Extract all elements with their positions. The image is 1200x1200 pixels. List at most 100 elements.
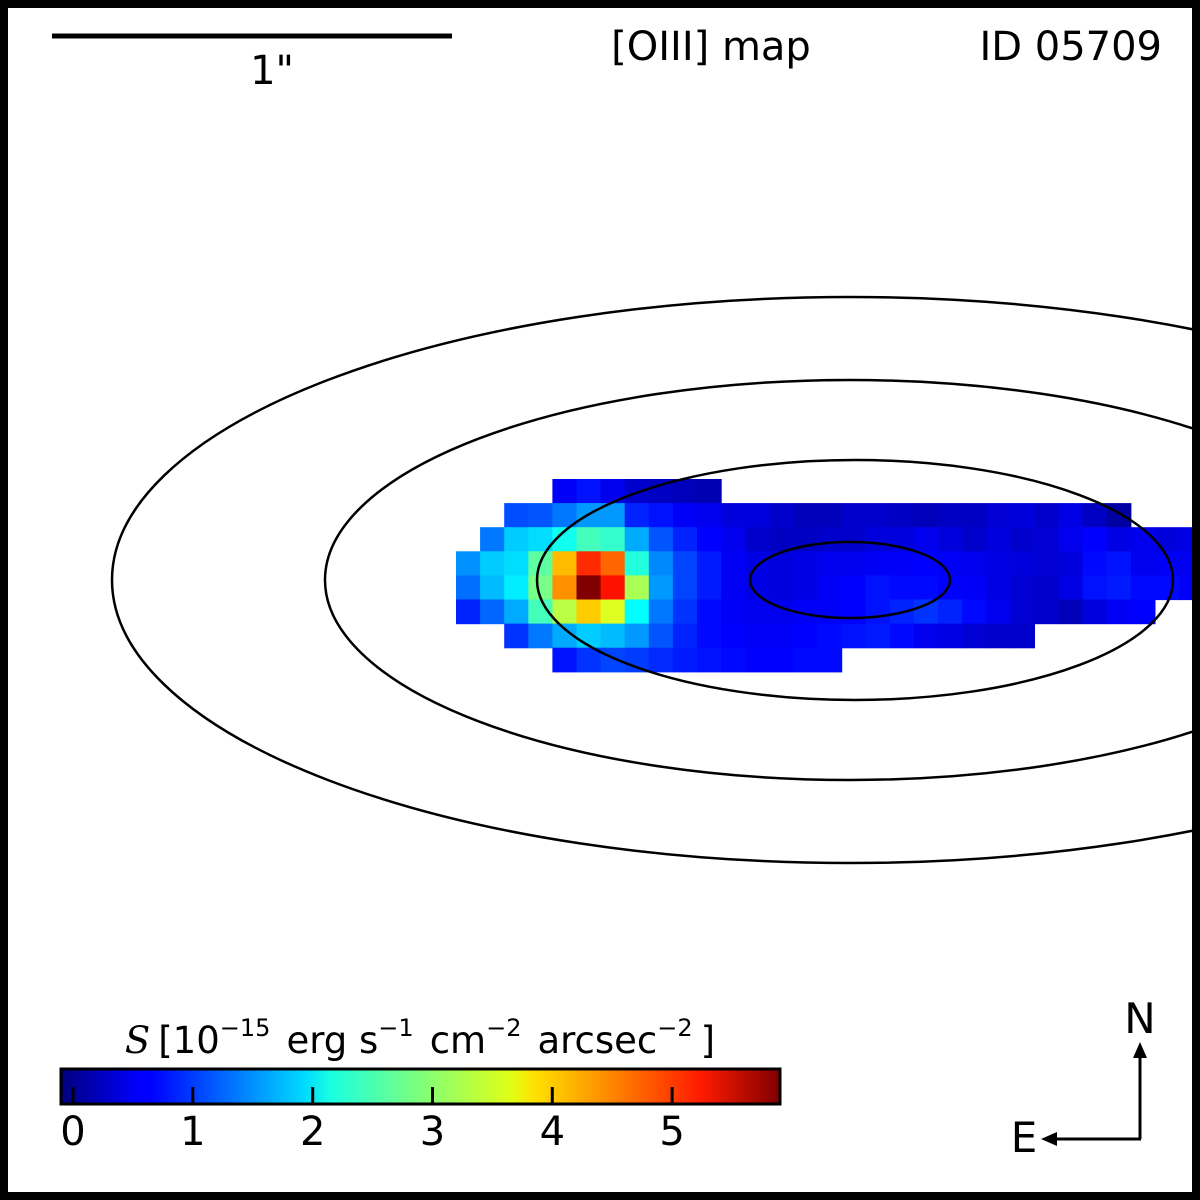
heatmap-cell	[1010, 527, 1035, 552]
heatmap-cell	[504, 503, 529, 528]
heatmap-cell	[672, 599, 698, 625]
heatmap-cell	[721, 575, 746, 601]
heatmap-cell	[456, 575, 481, 601]
heatmap-cell	[576, 551, 602, 576]
heatmap-cell	[576, 647, 602, 673]
colorbar-label-erg: erg s	[286, 1019, 378, 1062]
heatmap-cell	[624, 575, 650, 601]
heatmap-cell	[938, 623, 963, 649]
heatmap-cell	[817, 647, 843, 673]
heatmap-cell	[552, 575, 578, 601]
colorbar-label-close: ]	[701, 1019, 715, 1062]
heatmap-cell	[1034, 503, 1060, 528]
heatmap-cell	[552, 551, 578, 576]
heatmap-cell	[817, 527, 843, 552]
heatmap-cell	[1130, 575, 1156, 601]
heatmap-cell	[1082, 551, 1108, 576]
heatmap-cell	[913, 575, 939, 601]
heatmap-cell	[576, 479, 602, 504]
heatmap-cell	[600, 599, 626, 625]
colorbar-tick-label: 4	[540, 1109, 565, 1155]
heatmap-cell	[1010, 623, 1035, 649]
heatmap-cell	[1034, 551, 1060, 576]
heatmap-cell	[648, 647, 674, 673]
heatmap-cell	[456, 599, 481, 625]
heatmap-cell	[841, 551, 867, 576]
heatmap-cell	[648, 503, 674, 528]
colorbar-tick-label: 1	[180, 1109, 205, 1155]
heatmap-cell	[986, 527, 1011, 552]
heatmap-cell	[648, 623, 674, 649]
heatmap-cell	[624, 551, 650, 576]
heatmap-cell	[913, 503, 939, 528]
compass-north-label: N	[1124, 994, 1155, 1043]
heatmap-cell	[962, 527, 987, 552]
heatmap-cell	[672, 551, 698, 576]
heatmap-cell	[1034, 599, 1060, 625]
heatmap-cell	[962, 623, 987, 649]
heatmap-cell	[697, 527, 722, 552]
heatmap-cell	[504, 575, 529, 601]
heatmap-cell	[986, 623, 1011, 649]
heatmap-cell	[456, 551, 481, 576]
heatmap-cell	[648, 599, 674, 625]
heatmap-cell	[1010, 551, 1035, 576]
heatmap-cell	[697, 551, 722, 576]
oiii-map-plot: 1" [OIII] map ID 05709 S [10−15 erg s−1 cm−…	[52, 24, 1192, 1162]
heatmap-cell	[986, 599, 1011, 625]
heatmap-cell	[1106, 551, 1132, 576]
heatmap-cell	[865, 575, 891, 601]
heatmap-cell	[1058, 503, 1084, 528]
heatmap-cell	[817, 503, 843, 528]
heatmap-cell	[672, 479, 698, 504]
heatmap-cell	[1154, 527, 1180, 552]
heatmap-cell	[1130, 551, 1156, 576]
heatmap-cell	[672, 647, 698, 673]
heatmap-cell	[1179, 527, 1192, 552]
heatmap-cell	[697, 575, 722, 601]
colorbar-tick-label: 2	[300, 1109, 325, 1155]
heatmap-cell	[841, 575, 867, 601]
heatmap-cell	[528, 623, 553, 649]
colorbar-ticks: 0 1 2 3 4 5	[60, 1087, 685, 1155]
compass-north-arrow-icon	[1133, 1042, 1147, 1058]
heatmap-cell	[793, 575, 819, 601]
heatmap-cell	[648, 575, 674, 601]
colorbar-label-arcsec: arcsec	[537, 1019, 657, 1062]
heatmap-cell	[697, 503, 722, 528]
heatmap-cell	[817, 575, 843, 601]
heatmap-cell	[648, 527, 674, 552]
heatmap-cell	[1106, 503, 1132, 528]
heatmap-cell	[1034, 575, 1060, 601]
heatmap-cell	[913, 599, 939, 625]
heatmap-cell	[504, 599, 529, 625]
colorbar-label-exp3: −2	[486, 1014, 521, 1042]
heatmap-cell	[697, 623, 722, 649]
colorbar-label-exp4: −2	[657, 1014, 692, 1042]
scale-bar-label: 1"	[250, 48, 294, 94]
heatmap-cell	[504, 527, 529, 552]
heatmap-cell	[986, 551, 1011, 576]
heatmap-cell	[889, 575, 915, 601]
heatmap-cell	[841, 503, 867, 528]
heatmap-cell	[1106, 527, 1132, 552]
heatmap-cell	[576, 575, 602, 601]
heatmap-cell	[769, 503, 794, 528]
heatmap-cell	[817, 623, 843, 649]
heatmap-cell	[697, 479, 722, 504]
heatmap-cell	[672, 575, 698, 601]
colorbar	[59, 1067, 782, 1106]
heatmap-cell	[721, 503, 746, 528]
heatmap-cell	[865, 527, 891, 552]
heatmap-cell	[745, 623, 770, 649]
heatmap-cell	[1130, 599, 1156, 625]
colorbar-label-exp1: −15	[220, 1014, 271, 1042]
heatmap-cell	[1106, 599, 1132, 625]
heatmap-cell	[889, 623, 915, 649]
heatmap-cell	[480, 599, 505, 625]
heatmap-cell	[865, 503, 891, 528]
contour-lines	[110, 295, 1192, 865]
contour-line	[748, 540, 952, 620]
heatmap-cell	[841, 599, 867, 625]
